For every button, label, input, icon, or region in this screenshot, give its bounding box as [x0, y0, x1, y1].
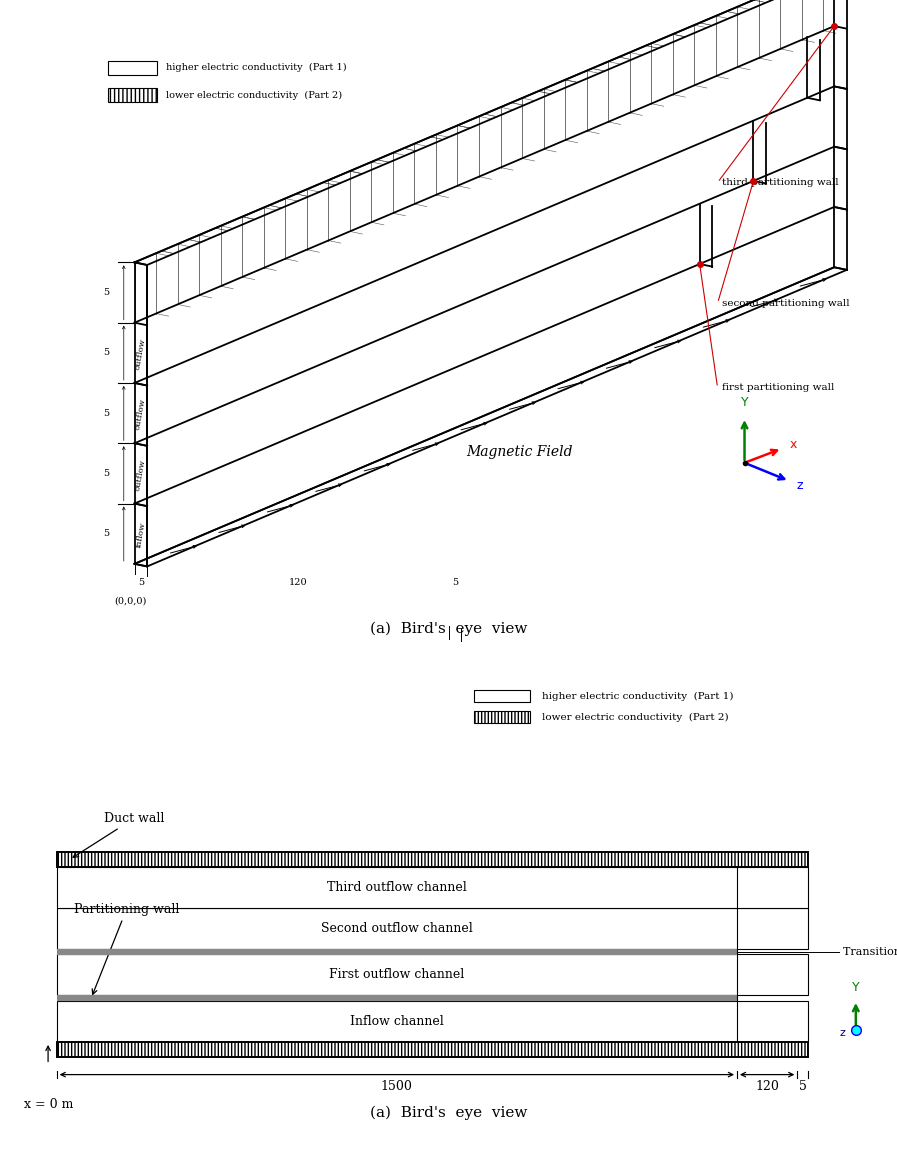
Text: (0,0,0): (0,0,0) [114, 596, 146, 605]
Text: Inflow channel: Inflow channel [350, 1015, 444, 1028]
Text: z: z [797, 480, 803, 492]
Text: 120: 120 [755, 1080, 779, 1093]
Text: (a)  Bird's  eye  view: (a) Bird's eye view [370, 1106, 527, 1120]
Text: lower electric conductivity  (Part 2): lower electric conductivity (Part 2) [166, 91, 342, 100]
Text: 5: 5 [103, 288, 109, 297]
Text: Magnetic Field: Magnetic Field [466, 446, 572, 460]
Text: higher electric conductivity  (Part 1): higher electric conductivity (Part 1) [542, 691, 733, 701]
Bar [57, 1042, 808, 1057]
Text: x: x [789, 438, 797, 452]
Bar [475, 690, 530, 702]
Bar [57, 852, 808, 867]
Text: lower electric conductivity  (Part 2): lower electric conductivity (Part 2) [542, 712, 728, 722]
Text: Y: Y [852, 981, 859, 994]
Text: Transition segment: Transition segment [843, 946, 897, 957]
Text: higher electric conductivity  (Part 1): higher electric conductivity (Part 1) [166, 63, 346, 72]
Text: Y: Y [741, 397, 748, 410]
Text: 5: 5 [452, 579, 457, 587]
Text: first partitioning wall: first partitioning wall [722, 383, 834, 392]
Bar [108, 88, 157, 102]
Bar [57, 954, 808, 995]
Text: outflow: outflow [135, 398, 147, 431]
Text: 120: 120 [289, 579, 307, 587]
Text: third partitioning wall: third partitioning wall [722, 178, 839, 187]
Text: 1500: 1500 [381, 1080, 413, 1093]
Bar [108, 61, 157, 74]
Text: Third outflow channel: Third outflow channel [327, 881, 466, 894]
Bar [57, 1001, 808, 1042]
Text: second partitioning wall: second partitioning wall [722, 299, 849, 307]
Text: outflow: outflow [135, 459, 147, 491]
Text: 5: 5 [799, 1080, 806, 1093]
Text: 5: 5 [103, 348, 109, 357]
Bar [475, 711, 530, 723]
Text: z: z [840, 1028, 846, 1037]
Text: (a)  Bird's  eye  view: (a) Bird's eye view [370, 622, 527, 637]
Text: Duct wall: Duct wall [74, 811, 164, 857]
Text: 5: 5 [103, 409, 109, 418]
Text: Partitioning wall: Partitioning wall [74, 902, 179, 994]
Text: x = 0 m: x = 0 m [24, 1098, 74, 1110]
Text: inflow: inflow [135, 521, 147, 548]
Text: 5: 5 [103, 469, 109, 478]
Text: 5: 5 [138, 579, 144, 587]
Bar [57, 867, 808, 908]
Text: Second outflow channel: Second outflow channel [321, 922, 473, 935]
Text: 5: 5 [103, 530, 109, 538]
Text: outflow: outflow [135, 338, 147, 370]
Text: First outflow channel: First outflow channel [329, 968, 465, 981]
Bar [57, 908, 808, 949]
